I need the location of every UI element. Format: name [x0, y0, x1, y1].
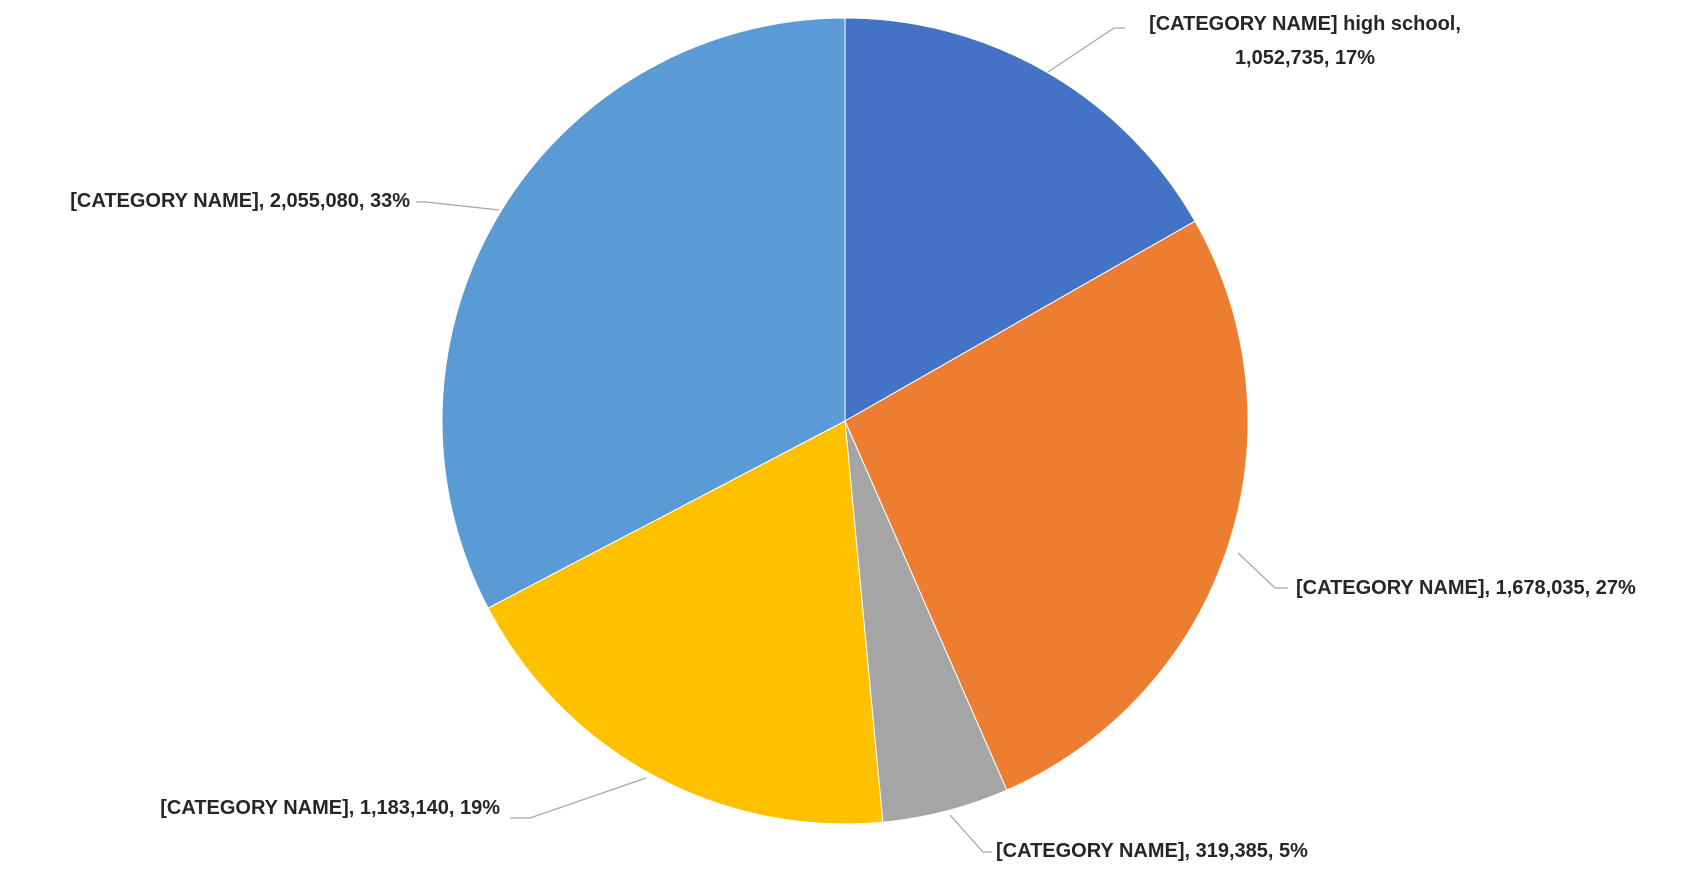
- data-label-line: [CATEGORY NAME], 1,678,035, 27%: [1296, 577, 1636, 599]
- leader-line-4: [510, 777, 647, 819]
- data-label-4: [CATEGORY NAME], 1,183,140, 19%: [160, 797, 500, 819]
- data-label-1: [CATEGORY NAME] high school, 1,052,735, 1…: [1149, 13, 1461, 69]
- leader-line-2: [1237, 552, 1288, 589]
- data-label-line: [CATEGORY NAME], 2,055,080, 33%: [70, 190, 410, 212]
- data-label-2: [CATEGORY NAME], 1,678,035, 27%: [1296, 577, 1636, 599]
- leader-line-3: [949, 814, 992, 853]
- data-label-line: 1,052,735, 17%: [1235, 47, 1375, 69]
- pie-slice-2: [844, 220, 1249, 791]
- data-label-line: [CATEGORY NAME] high school,: [1149, 13, 1461, 35]
- leader-line-1: [1047, 27, 1125, 73]
- pie-slice-4: [487, 420, 884, 825]
- pie-slice-1: [844, 17, 1196, 422]
- leader-line-5: [416, 201, 500, 211]
- data-label-line: [CATEGORY NAME], 319,385, 5%: [996, 840, 1308, 862]
- data-label-3: [CATEGORY NAME], 319,385, 5%: [996, 840, 1308, 862]
- data-label-line: [CATEGORY NAME], 1,183,140, 19%: [160, 797, 500, 819]
- pie-slice-5: [441, 17, 846, 609]
- leader-lines: [416, 27, 1288, 853]
- data-labels: [CATEGORY NAME] high school, 1,052,735, 1…: [70, 13, 1636, 862]
- pie-slices: [441, 17, 1249, 825]
- data-label-5: [CATEGORY NAME], 2,055,080, 33%: [70, 190, 410, 212]
